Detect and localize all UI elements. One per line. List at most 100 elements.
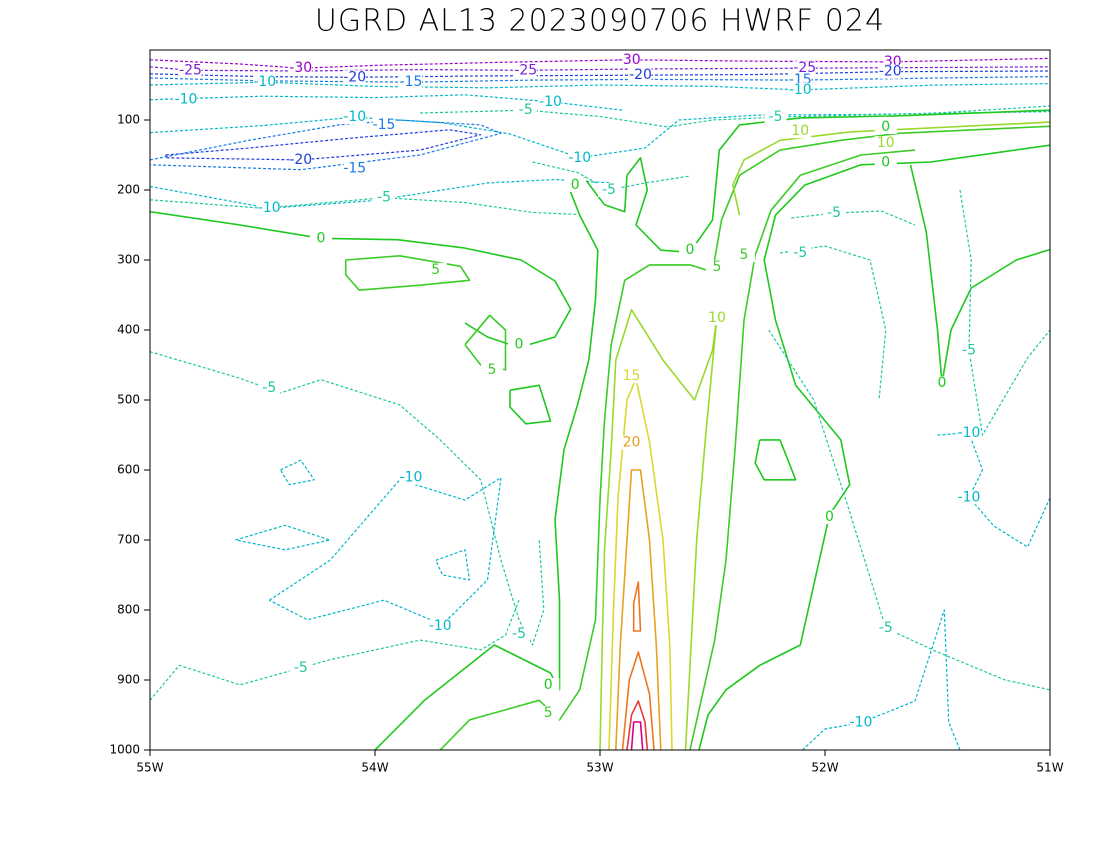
contour-label: -30	[289, 60, 312, 76]
contour-label: -10	[253, 74, 276, 90]
label-gap	[679, 243, 701, 258]
contour-line	[150, 351, 545, 646]
label-gap	[818, 509, 841, 524]
label-gap	[706, 260, 728, 274]
label-gap	[343, 161, 366, 176]
label-gap	[537, 705, 560, 720]
label-gap	[343, 110, 366, 125]
contour-label: 15	[623, 368, 641, 384]
contour-label: -10	[400, 470, 423, 486]
label-gap	[424, 262, 447, 277]
y-tick-label: 700	[117, 533, 140, 547]
y-tick-label: 500	[117, 393, 140, 407]
label-gap	[598, 183, 620, 197]
label-gap	[175, 92, 197, 107]
label-gap	[537, 677, 560, 692]
contour-line	[268, 477, 502, 626]
contour-label: 10	[877, 135, 895, 151]
label-gap	[289, 152, 312, 167]
label-gap	[874, 155, 897, 170]
contour-line	[626, 700, 649, 750]
contour-label: -10	[539, 94, 562, 110]
contour-line	[435, 549, 471, 581]
contour-line	[959, 189, 1050, 436]
y-tick-label: 1000	[109, 743, 140, 757]
contour-label: -5	[769, 109, 783, 125]
contour-label: 20	[623, 435, 641, 451]
contour-line	[909, 164, 1050, 384]
label-gap	[289, 661, 312, 676]
contour-line	[630, 721, 644, 750]
label-gap	[289, 61, 312, 76]
contour-label: -5	[262, 380, 276, 396]
label-gap	[539, 94, 562, 109]
contour-label: -5	[377, 190, 391, 206]
contour-label: 5	[488, 362, 497, 378]
contour-line	[150, 70, 1050, 78]
contour-line	[599, 308, 718, 750]
contour-label: -20	[343, 69, 366, 85]
contour-label: -15	[343, 160, 366, 176]
y-tick-label: 900	[117, 673, 140, 687]
label-gap	[400, 470, 422, 485]
label-gap	[958, 343, 980, 358]
contour-line	[689, 149, 916, 750]
contour-label: 5	[544, 705, 553, 721]
label-gap	[874, 136, 897, 151]
contour-line	[464, 314, 507, 371]
label-gap	[733, 248, 755, 263]
y-tick-label: 300	[117, 253, 140, 267]
contour-line	[439, 125, 1050, 750]
contour-label: -5	[512, 626, 526, 642]
contour-line	[344, 255, 471, 291]
contour-line	[150, 119, 502, 171]
contour-line	[150, 599, 520, 701]
contour-label: 0	[881, 155, 890, 171]
contour-line	[235, 524, 331, 551]
contour-line	[150, 178, 612, 209]
contour-line	[632, 581, 642, 632]
contour-line	[165, 129, 482, 161]
contour-label: -30	[618, 52, 641, 68]
label-gap	[958, 490, 980, 505]
contour-label: 0	[571, 177, 580, 193]
x-tick-label: 52W	[811, 761, 838, 775]
label-gap	[343, 70, 366, 85]
contour-label: -25	[179, 62, 202, 78]
label-gap	[429, 619, 452, 634]
contour-label: -5	[793, 245, 807, 261]
contour-line	[150, 57, 1050, 69]
label-gap	[568, 150, 591, 165]
contour-label: 0	[317, 230, 326, 246]
label-gap	[874, 120, 897, 134]
label-gap	[620, 369, 643, 384]
contour-label: -20	[289, 152, 312, 168]
label-gap	[310, 231, 332, 246]
label-gap	[789, 246, 812, 260]
contour-label: -25	[514, 62, 537, 78]
label-gap	[618, 52, 641, 67]
contour-line	[754, 439, 797, 481]
contour-label: -5	[519, 102, 533, 118]
contour-line	[791, 210, 916, 226]
label-gap	[706, 311, 728, 326]
contour-label: -15	[400, 74, 423, 90]
x-tick-label: 53W	[586, 761, 613, 775]
contour-label: -10	[175, 92, 198, 108]
label-gap	[931, 376, 953, 391]
x-tick-label: 54W	[361, 761, 388, 775]
contour-label: -10	[850, 715, 873, 731]
label-gap	[514, 63, 537, 78]
label-gap	[508, 626, 530, 641]
label-gap	[508, 337, 530, 352]
contour-label: -10	[258, 200, 281, 216]
label-gap	[629, 68, 652, 83]
label-gap	[564, 178, 587, 193]
plot-area: -30-30 -30-25 -25 -25-20 -20 -20-20-15-15-15-…	[150, 52, 1050, 750]
y-tick-label: 400	[117, 323, 140, 337]
label-gap	[481, 362, 503, 377]
contour-label: -10	[958, 489, 981, 505]
contour-line	[615, 469, 662, 750]
contour-label: -20	[879, 64, 902, 80]
